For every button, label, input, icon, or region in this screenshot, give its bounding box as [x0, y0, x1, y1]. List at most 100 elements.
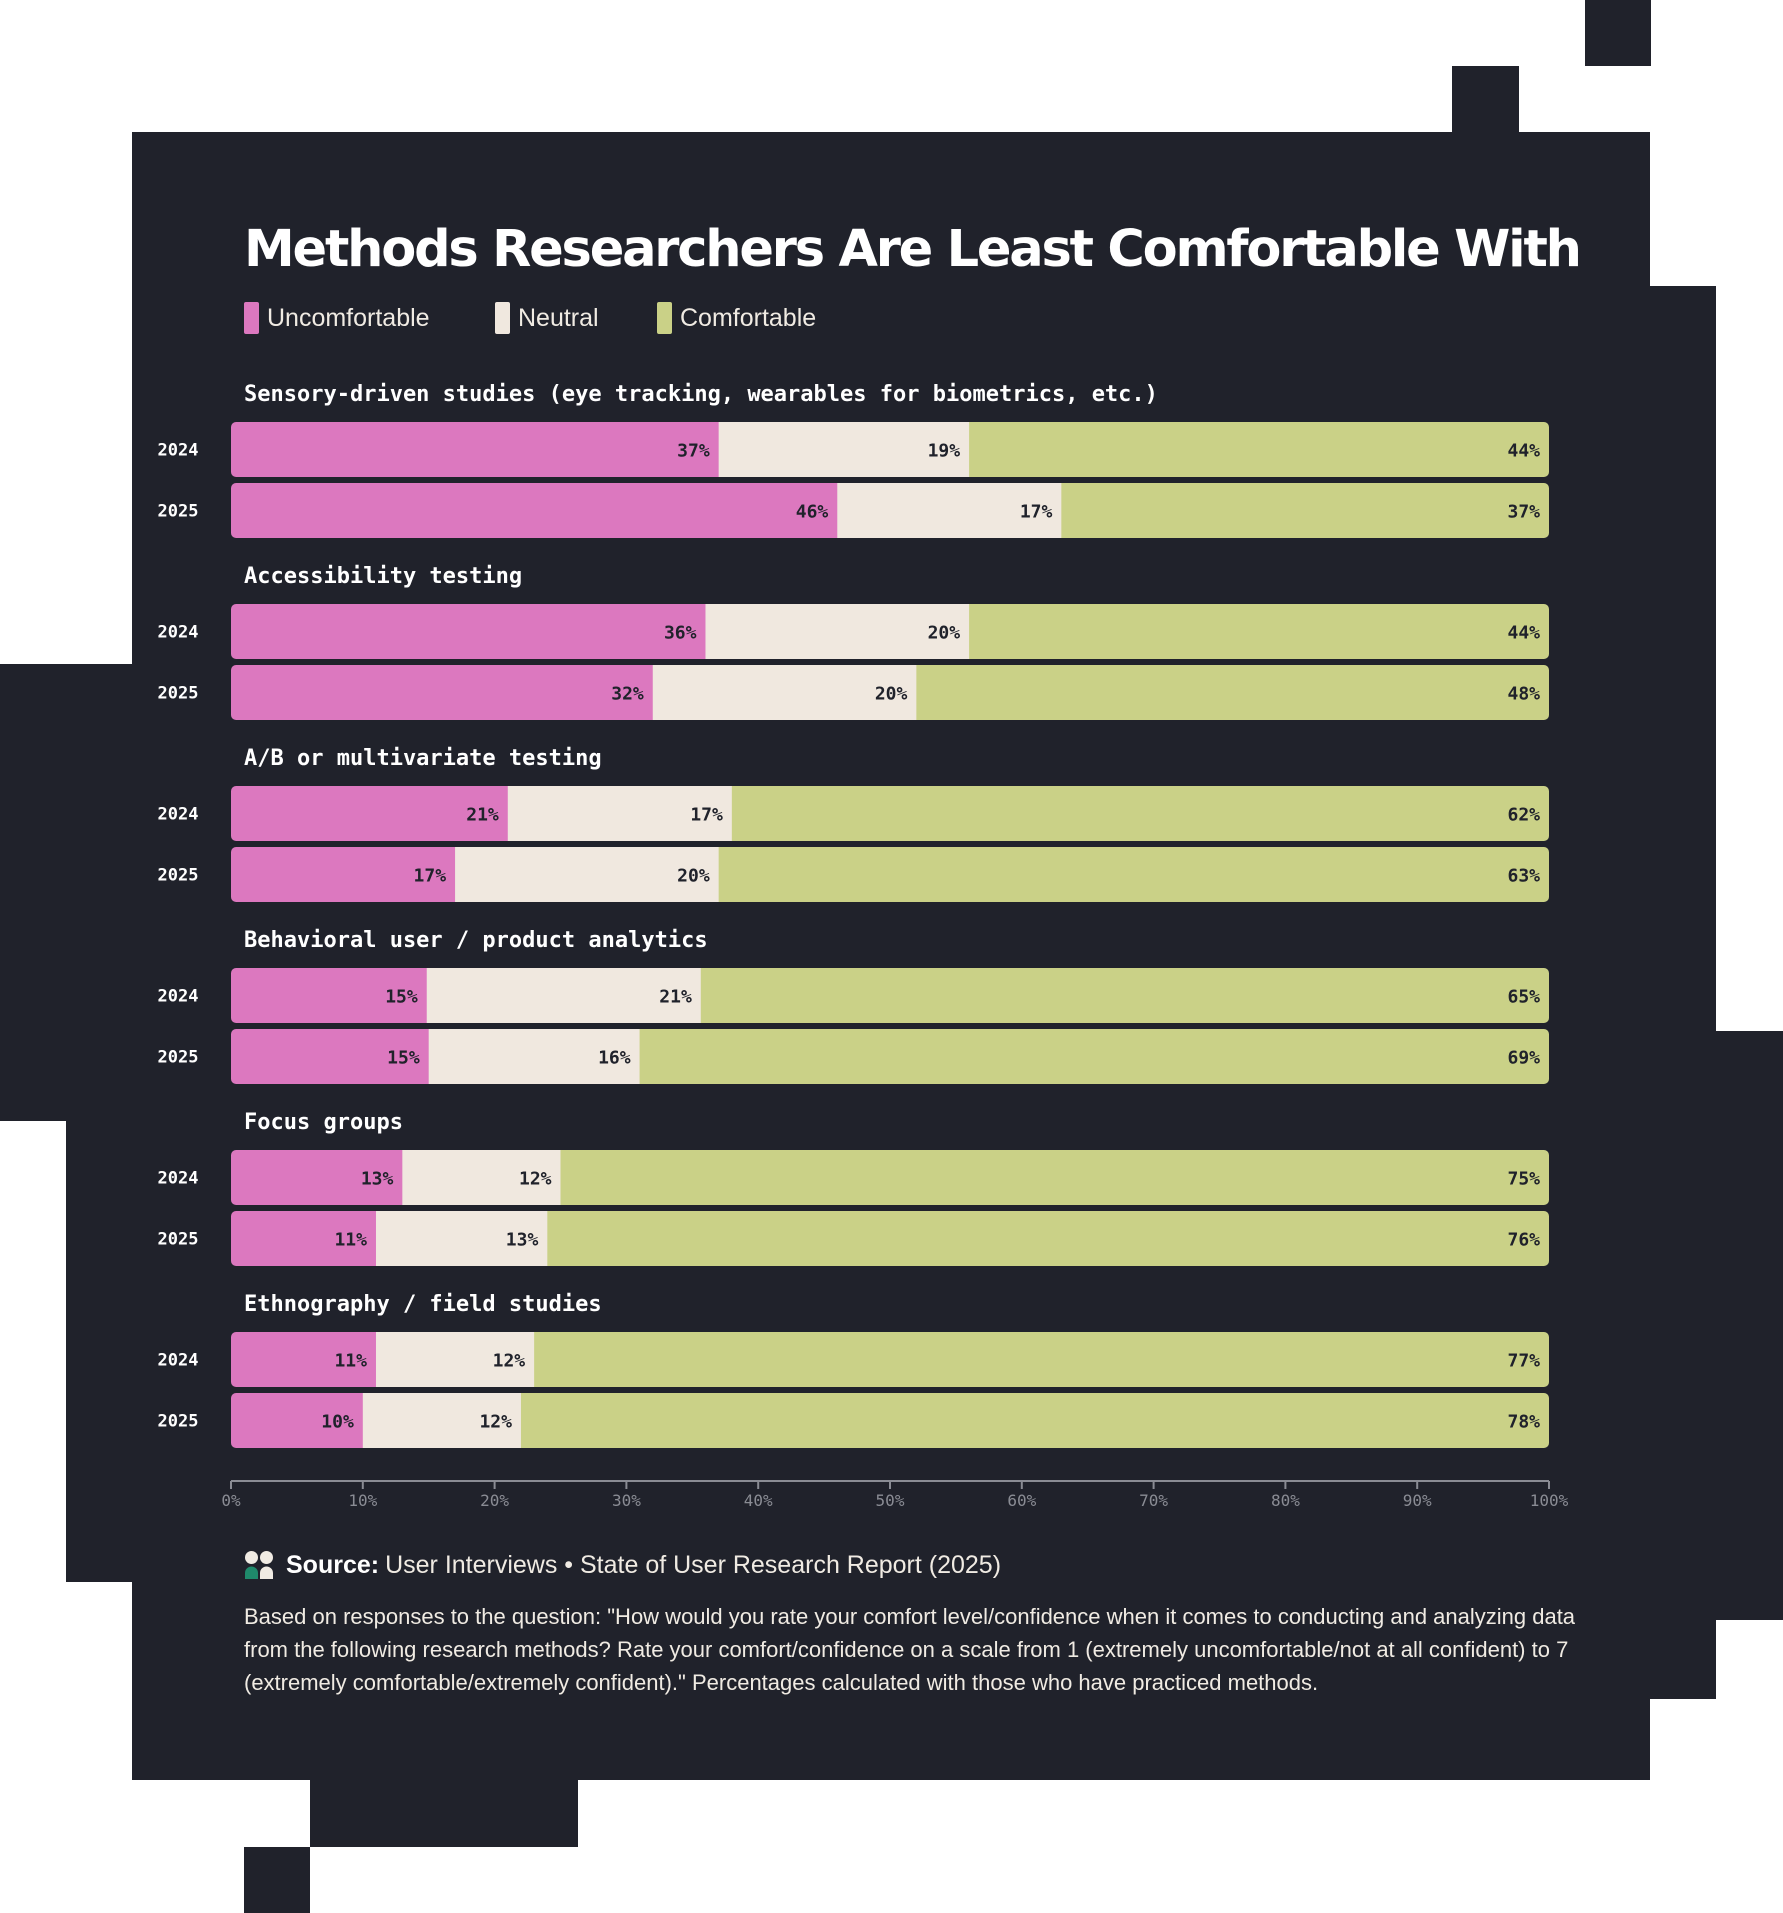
background-panel [132, 132, 1650, 1780]
legend-label: Neutral [518, 303, 599, 332]
data-label: 19% [928, 441, 961, 462]
background-block [1585, 0, 1651, 66]
year-label: 2025 [158, 1048, 199, 1068]
data-label: 69% [1507, 1048, 1540, 1069]
x-tick-label: 10% [348, 1491, 377, 1510]
bar-segment-comfortable [969, 604, 1549, 659]
data-label: 65% [1507, 987, 1540, 1008]
bar-segment-neutral [402, 1150, 561, 1205]
data-label: 20% [928, 623, 961, 644]
bar-segment-comfortable [969, 422, 1549, 477]
chart-title: Methods Researchers Are Least Comfortabl… [244, 220, 1582, 279]
legend-item-neutral: Neutral [495, 300, 599, 336]
category-label: Behavioral user / product analytics [244, 928, 708, 953]
legend-label: Uncomfortable [267, 303, 430, 332]
category-label: Ethnography / field studies [244, 1292, 602, 1317]
bar-segment-neutral [428, 1029, 641, 1084]
x-tick-label: 80% [1271, 1491, 1300, 1510]
data-label: 46% [796, 502, 829, 523]
bar-segment-uncomfortable [231, 847, 456, 902]
data-label: 17% [414, 866, 447, 887]
x-tick-label: 70% [1139, 1491, 1168, 1510]
x-tick-label: 50% [876, 1491, 905, 1510]
year-label: 2024 [158, 1351, 199, 1371]
bar-segment-uncomfortable [231, 665, 654, 720]
background-block [0, 664, 132, 1121]
source-label: Source: [286, 1550, 380, 1579]
bar-segment-comfortable [639, 1029, 1549, 1084]
bar-segment-comfortable [534, 1332, 1549, 1387]
year-label: 2024 [158, 805, 199, 825]
year-label: 2025 [158, 684, 199, 704]
data-label: 15% [387, 1048, 420, 1069]
background-block [244, 1847, 310, 1913]
bar-segment-comfortable [560, 1150, 1549, 1205]
bar-segment-comfortable [731, 786, 1549, 841]
data-label: 75% [1507, 1169, 1540, 1190]
methodology-note: Based on responses to the question: "How… [244, 1604, 1576, 1695]
bar-segment-comfortable [1061, 483, 1549, 538]
data-label: 11% [334, 1230, 367, 1251]
category-label: A/B or multivariate testing [244, 746, 602, 771]
background-block [1650, 1031, 1783, 1620]
category-label: Sensory-driven studies (eye tracking, we… [244, 382, 1158, 407]
legend-item-uncomfortable: Uncomfortable [244, 300, 430, 336]
bar-segment-uncomfortable [231, 483, 838, 538]
source-text: User Interviews • State of User Research… [385, 1550, 1002, 1579]
x-tick-label: 100% [1530, 1491, 1569, 1510]
bar-segment-neutral [507, 786, 733, 841]
data-label: 10% [321, 1412, 354, 1433]
legend-label: Comfortable [680, 303, 817, 332]
bar-segment-neutral [705, 604, 970, 659]
bar-segment-uncomfortable [231, 1211, 377, 1266]
legend-swatch-comfortable [657, 302, 672, 334]
data-label: 63% [1507, 866, 1540, 887]
data-label: 62% [1507, 805, 1540, 826]
legend-swatch-neutral [495, 302, 510, 334]
data-label: 48% [1507, 684, 1540, 705]
data-label: 44% [1507, 441, 1540, 462]
category-label: Focus groups [244, 1110, 403, 1135]
data-label: 17% [690, 805, 723, 826]
user-interviews-logo-icon [245, 1551, 273, 1579]
data-label: 76% [1507, 1230, 1540, 1251]
bar-segment-comfortable [718, 847, 1549, 902]
year-label: 2025 [158, 866, 199, 886]
bar-segment-comfortable [700, 968, 1549, 1023]
data-label: 20% [875, 684, 908, 705]
background-block [66, 1121, 132, 1582]
data-label: 11% [334, 1351, 367, 1372]
bar-segment-neutral [718, 422, 970, 477]
data-label: 37% [1507, 502, 1540, 523]
data-label: 13% [361, 1169, 394, 1190]
x-tick-label: 20% [480, 1491, 509, 1510]
data-label: 78% [1507, 1412, 1540, 1433]
legend-item-comfortable: Comfortable [657, 300, 816, 336]
bar-segment-neutral [375, 1332, 535, 1387]
bar-segment-uncomfortable [231, 968, 428, 1023]
year-label: 2025 [158, 502, 199, 522]
x-tick-label: 0% [221, 1491, 241, 1510]
data-label: 15% [385, 987, 418, 1008]
data-label: 20% [677, 866, 710, 887]
data-label: 12% [493, 1351, 526, 1372]
background-block [1650, 286, 1716, 1031]
data-label: 36% [664, 623, 697, 644]
bar-segment-neutral [455, 847, 720, 902]
year-label: 2025 [158, 1412, 199, 1432]
x-tick-label: 60% [1007, 1491, 1036, 1510]
bar-segment-uncomfortable [231, 1150, 403, 1205]
year-label: 2025 [158, 1230, 199, 1250]
data-label: 77% [1507, 1351, 1540, 1372]
data-label: 32% [611, 684, 644, 705]
bar-segment-comfortable [547, 1211, 1549, 1266]
x-tick-label: 40% [744, 1491, 773, 1510]
source-line: Source: User Interviews • State of User … [244, 1550, 1001, 1580]
bar-segment-comfortable [520, 1393, 1549, 1448]
data-label: 13% [506, 1230, 539, 1251]
data-label: 16% [598, 1048, 631, 1069]
bar-segment-uncomfortable [231, 422, 720, 477]
data-label: 21% [659, 987, 692, 1008]
data-label: 21% [466, 805, 499, 826]
